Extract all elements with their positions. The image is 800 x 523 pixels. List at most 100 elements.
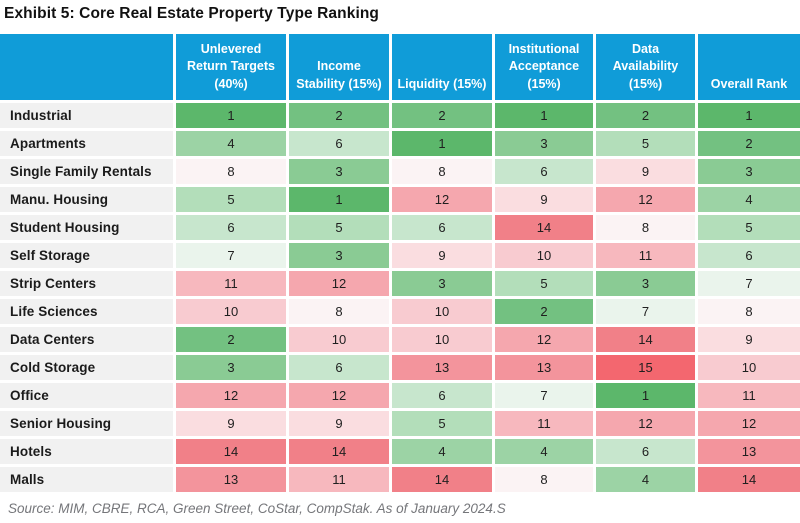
table-row-malls: Malls 13 11 14 8 4 14 xyxy=(0,467,800,492)
rank-cell: 3 xyxy=(176,355,286,380)
table-row-hotels: Hotels 14 14 4 4 6 13 xyxy=(0,439,800,464)
rank-cell: 4 xyxy=(596,467,695,492)
rank-cell: 10 xyxy=(289,327,389,352)
row-label: Apartments xyxy=(0,131,173,156)
rank-cell: 1 xyxy=(596,383,695,408)
rank-cell: 13 xyxy=(698,439,800,464)
rank-cell: 6 xyxy=(392,383,492,408)
exhibit-title: Exhibit 5: Core Real Estate Property Typ… xyxy=(4,5,379,22)
rank-cell: 14 xyxy=(176,439,286,464)
table-row-strip-centers: Strip Centers 11 12 3 5 3 7 xyxy=(0,271,800,296)
table-row-office: Office 12 12 6 7 1 11 xyxy=(0,383,800,408)
rank-cell: 12 xyxy=(698,411,800,436)
rank-cell: 14 xyxy=(495,215,593,240)
rank-cell: 7 xyxy=(698,271,800,296)
rank-cell: 8 xyxy=(176,159,286,184)
column-header-data-availability-15: Data Availability (15%) xyxy=(596,34,695,100)
rank-cell: 9 xyxy=(289,411,389,436)
rank-cell: 8 xyxy=(495,467,593,492)
rank-cell: 7 xyxy=(176,243,286,268)
rank-cell: 10 xyxy=(495,243,593,268)
rank-cell: 1 xyxy=(392,131,492,156)
table-body: Industrial 1 2 2 1 2 1 Apartments 4 6 1 3 5 2 Single F… xyxy=(0,103,800,492)
rank-cell: 13 xyxy=(495,355,593,380)
rank-cell: 10 xyxy=(176,299,286,324)
table-row-student-housing: Student Housing 6 5 6 14 8 5 xyxy=(0,215,800,240)
rank-cell: 15 xyxy=(596,355,695,380)
rank-cell: 14 xyxy=(698,467,800,492)
rank-cell: 9 xyxy=(495,187,593,212)
rank-cell: 10 xyxy=(698,355,800,380)
rank-cell: 2 xyxy=(596,103,695,128)
rank-cell: 9 xyxy=(176,411,286,436)
rank-cell: 12 xyxy=(392,187,492,212)
row-label: Senior Housing xyxy=(0,411,173,436)
rank-cell: 12 xyxy=(596,187,695,212)
table-row-single-family-rentals: Single Family Rentals 8 3 8 6 9 3 xyxy=(0,159,800,184)
row-label: Life Sciences xyxy=(0,299,173,324)
rank-cell: 2 xyxy=(289,103,389,128)
rank-cell: 4 xyxy=(698,187,800,212)
table-row-data-centers: Data Centers 2 10 10 12 14 9 xyxy=(0,327,800,352)
rank-cell: 14 xyxy=(289,439,389,464)
row-label: Single Family Rentals xyxy=(0,159,173,184)
rank-cell: 13 xyxy=(392,355,492,380)
rank-cell: 5 xyxy=(392,411,492,436)
rank-cell: 6 xyxy=(176,215,286,240)
rank-cell: 2 xyxy=(176,327,286,352)
rank-cell: 8 xyxy=(698,299,800,324)
rank-cell: 1 xyxy=(289,187,389,212)
rank-cell: 4 xyxy=(495,439,593,464)
rank-cell: 12 xyxy=(289,383,389,408)
rank-cell: 11 xyxy=(596,243,695,268)
rank-cell: 10 xyxy=(392,299,492,324)
column-header-income-stability-15: Income Stability (15%) xyxy=(289,34,389,100)
rank-cell: 3 xyxy=(289,159,389,184)
rank-cell: 9 xyxy=(698,327,800,352)
row-label: Malls xyxy=(0,467,173,492)
rank-cell: 12 xyxy=(596,411,695,436)
table-row-manu-housing: Manu. Housing 5 1 12 9 12 4 xyxy=(0,187,800,212)
rank-cell: 12 xyxy=(289,271,389,296)
source-note: Source: MIM, CBRE, RCA, Green Street, Co… xyxy=(8,501,506,516)
column-header-institutional-acceptance-15: Institutional Acceptance (15%) xyxy=(495,34,593,100)
rank-cell: 6 xyxy=(596,439,695,464)
rank-cell: 12 xyxy=(495,327,593,352)
rank-cell: 3 xyxy=(596,271,695,296)
rank-cell: 1 xyxy=(698,103,800,128)
rank-cell: 2 xyxy=(495,299,593,324)
column-header-overall-rank: Overall Rank xyxy=(698,34,800,100)
rank-cell: 8 xyxy=(289,299,389,324)
column-header-unlevered-return-targets-40: Unlevered Return Targets (40%) xyxy=(176,34,286,100)
rank-cell: 14 xyxy=(596,327,695,352)
table-row-life-sciences: Life Sciences 10 8 10 2 7 8 xyxy=(0,299,800,324)
rank-cell: 8 xyxy=(596,215,695,240)
rank-cell: 6 xyxy=(289,355,389,380)
rank-cell: 3 xyxy=(495,131,593,156)
rank-cell: 5 xyxy=(698,215,800,240)
table-row-self-storage: Self Storage 7 3 9 10 11 6 xyxy=(0,243,800,268)
rank-cell: 6 xyxy=(698,243,800,268)
rank-cell: 13 xyxy=(176,467,286,492)
rank-cell: 3 xyxy=(392,271,492,296)
table-row-apartments: Apartments 4 6 1 3 5 2 xyxy=(0,131,800,156)
rank-cell: 10 xyxy=(392,327,492,352)
corner-cell xyxy=(0,34,173,100)
rank-cell: 2 xyxy=(392,103,492,128)
rank-cell: 11 xyxy=(289,467,389,492)
rank-cell: 12 xyxy=(176,383,286,408)
row-label: Office xyxy=(0,383,173,408)
rank-cell: 9 xyxy=(596,159,695,184)
rank-cell: 11 xyxy=(698,383,800,408)
row-label: Data Centers xyxy=(0,327,173,352)
property-type-ranking-table: Unlevered Return Targets (40%) Income Sta… xyxy=(0,34,800,492)
row-label: Hotels xyxy=(0,439,173,464)
rank-cell: 7 xyxy=(495,383,593,408)
row-label: Self Storage xyxy=(0,243,173,268)
rank-cell: 7 xyxy=(596,299,695,324)
rank-cell: 1 xyxy=(176,103,286,128)
row-label: Student Housing xyxy=(0,215,173,240)
rank-cell: 6 xyxy=(495,159,593,184)
rank-cell: 5 xyxy=(596,131,695,156)
table-row-senior-housing: Senior Housing 9 9 5 11 12 12 xyxy=(0,411,800,436)
